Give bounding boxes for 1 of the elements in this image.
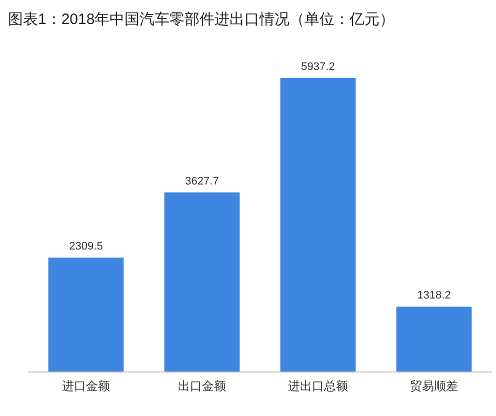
title: 图表1：2018年中国汽车零部件进出口情况（单位：亿元） (8, 11, 395, 28)
